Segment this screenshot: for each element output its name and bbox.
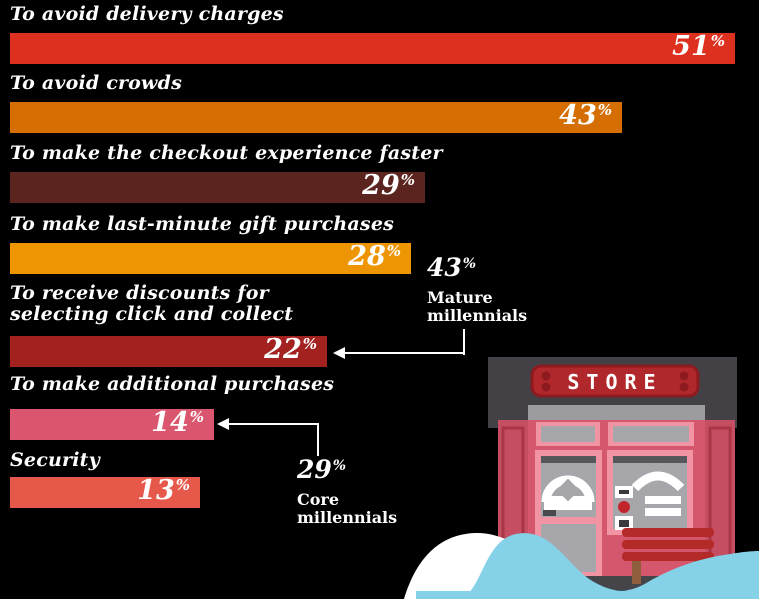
bar-label: To receive discounts for selecting click… [10, 282, 294, 325]
annotation-core-millennials: 29% Core millennials [297, 456, 397, 527]
store-illustration: STORE [488, 357, 742, 590]
window-red-dot [618, 501, 630, 513]
annotation-value: 29% [297, 455, 347, 484]
bench-slat [622, 552, 714, 561]
bar-label: To avoid delivery charges [10, 3, 284, 25]
bar-value: 51% [672, 31, 725, 62]
percent-sign: % [710, 32, 725, 50]
percent-sign: % [175, 476, 190, 494]
bench-leg [632, 558, 641, 584]
annotation-arrow-line [228, 423, 319, 425]
store-sign-label: STORE [567, 370, 662, 394]
store-eave [528, 405, 705, 420]
sign-dot [541, 371, 551, 381]
annotation-arrowhead [217, 418, 229, 430]
annotation-arrowhead [333, 347, 345, 359]
annotation-arrow-line [463, 329, 465, 355]
bar: 22% [10, 334, 327, 367]
bar: 51% [10, 31, 735, 64]
annotation-value: 43% [427, 253, 477, 282]
percent-sign: % [386, 242, 401, 260]
window-awning-glyph [631, 471, 685, 492]
annotation-text: Core millennials [297, 490, 398, 527]
store-sign [530, 364, 700, 398]
percent-sign: % [189, 408, 204, 426]
bar-value: 22% [264, 334, 317, 365]
blue-wave [460, 533, 759, 599]
blue-wave-strip [416, 591, 759, 599]
bar-value: 13% [137, 475, 190, 506]
percent-sign: % [597, 101, 612, 119]
sign-dot [679, 371, 689, 381]
percent-sign: % [302, 335, 317, 353]
bar-value: 28% [348, 241, 401, 272]
transom-window [541, 426, 595, 442]
sign-dot [679, 382, 689, 392]
snow-wave [404, 532, 759, 599]
annotation-arrow-line [317, 423, 319, 456]
bar-label: To make the checkout experience faster [10, 142, 443, 164]
bar-label: To avoid crowds [10, 72, 182, 94]
bar-value: 43% [559, 100, 612, 131]
bar: 14% [10, 407, 214, 440]
percent-sign: % [400, 171, 415, 189]
door-handle [543, 510, 556, 516]
bench-slat [622, 540, 714, 549]
bar-value: 14% [151, 407, 204, 438]
bar-label: Security [10, 449, 100, 471]
bar-label: To make additional purchases [10, 373, 335, 395]
percent-sign: % [332, 458, 347, 474]
percent-sign: % [462, 256, 477, 272]
bar: 29% [10, 170, 425, 203]
bar: 28% [10, 241, 411, 274]
annotation-arrow-line [344, 352, 465, 354]
bar: 13% [10, 475, 200, 508]
transom-window [613, 426, 689, 442]
bench-slat [622, 528, 714, 537]
bar: 43% [10, 100, 622, 133]
bar-label: To make last-minute gift purchases [10, 213, 394, 235]
bar-value: 29% [362, 170, 415, 201]
annotation-mature-millennials: 43% Mature millennials [427, 254, 527, 325]
annotation-text: Mature millennials [427, 288, 528, 325]
sign-dot [541, 382, 551, 392]
